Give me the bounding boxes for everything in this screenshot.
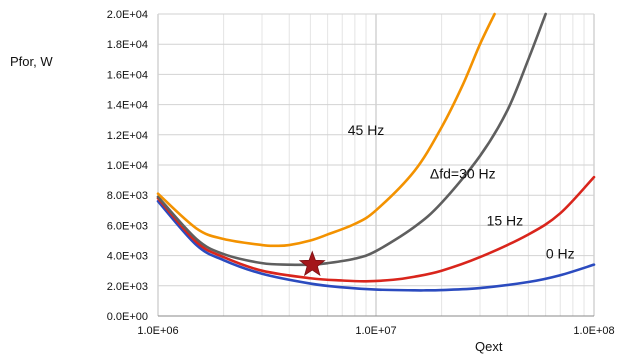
y-tick-label: 4.0E+03: [107, 251, 148, 263]
y-tick-label: 1.4E+04: [107, 100, 148, 112]
curve-annotations: 45 Hz Δfd=30 Hz 15 Hz 0 Hz: [348, 122, 575, 262]
tick-labels: 0.0E+00 2.0E+03 4.0E+03 6.0E+03 8.0E+03 1.0E+…: [107, 9, 615, 337]
star-marker: [298, 250, 326, 277]
y-tick-label: 2.0E+03: [107, 281, 148, 293]
y-tick-label: 1.2E+04: [107, 130, 148, 142]
x-tick-label: 1.0E+08: [573, 325, 614, 337]
y-tick-label: 8.0E+03: [107, 190, 148, 202]
series-line-2: [156, 175, 596, 283]
curve-annotation: 0 Hz: [546, 246, 575, 262]
grid-lines: [157, 13, 595, 317]
series-line-1: [156, 199, 596, 292]
y-tick-label: 2.0E+04: [107, 9, 148, 21]
y-tick-label: 1.0E+04: [107, 160, 148, 172]
series-line-3: [156, 12, 547, 267]
y-tick-label: 6.0E+03: [107, 220, 148, 232]
y-axis-label: Pfor, W: [10, 54, 53, 69]
curve-annotation: 15 Hz: [487, 212, 524, 228]
x-tick-label: 1.0E+07: [355, 325, 396, 337]
series-line-4: [156, 12, 496, 248]
x-tick-label: 1.0E+06: [137, 325, 178, 337]
y-tick-label: 1.6E+04: [107, 69, 148, 81]
series-lines: [156, 12, 596, 292]
y-tick-label: 1.8E+04: [107, 39, 148, 51]
x-axis-label: Qext: [475, 339, 503, 354]
curve-annotation: Δfd=30 Hz: [430, 166, 496, 182]
y-tick-label: 0.0E+00: [107, 311, 148, 323]
curve-annotation: 45 Hz: [348, 122, 385, 138]
star-marker-shape: [298, 250, 326, 277]
